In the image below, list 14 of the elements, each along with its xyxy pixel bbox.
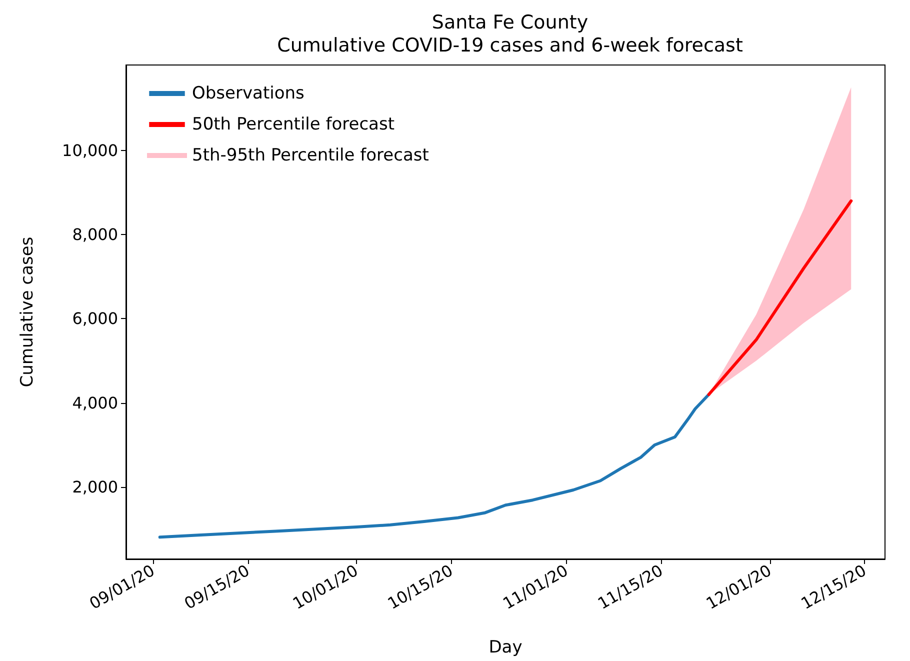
y-tick-label: 6,000 bbox=[72, 309, 118, 328]
chart-title: Santa Fe County bbox=[432, 12, 588, 34]
y-tick-label: 10,000 bbox=[62, 140, 118, 160]
y-tick-label: 4,000 bbox=[72, 393, 118, 412]
legend-label: Observations bbox=[192, 84, 305, 104]
x-axis-title: Day bbox=[488, 638, 522, 658]
legend-label: 50th Percentile forecast bbox=[192, 114, 395, 134]
y-tick-label: 8,000 bbox=[72, 225, 118, 244]
line-series bbox=[158, 392, 710, 539]
chart-subtitle: Cumulative COVID-19 cases and 6-week forecast bbox=[277, 34, 743, 56]
legend-label: 5th-95th Percentile forecast bbox=[192, 146, 430, 166]
line-series bbox=[707, 199, 853, 396]
y-tick-label: 2,000 bbox=[72, 478, 118, 497]
y-axis-title: Cumulative cases bbox=[18, 236, 38, 388]
